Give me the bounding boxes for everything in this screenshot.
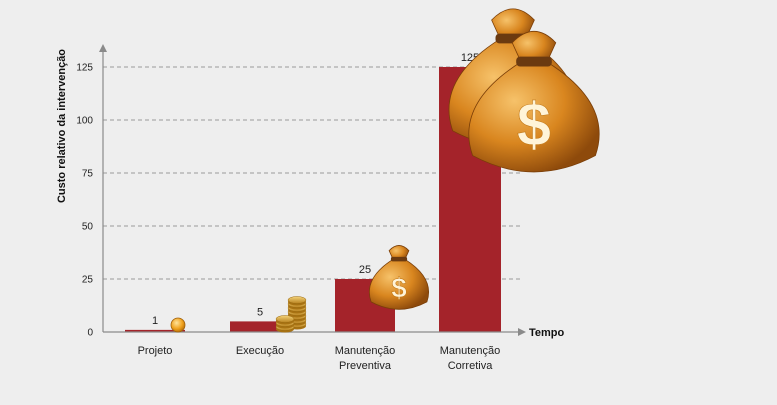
svg-text:$: $ bbox=[391, 272, 407, 303]
category-label: Manutenção bbox=[335, 345, 396, 357]
category-label: Projeto bbox=[138, 345, 173, 357]
money-bag-icon: $ bbox=[369, 245, 429, 310]
axis-layer bbox=[99, 44, 526, 336]
data-label: 5 bbox=[257, 306, 263, 318]
x-axis-arrow bbox=[518, 328, 526, 336]
coin-stack-icon bbox=[275, 296, 307, 333]
category-label: Manutenção bbox=[440, 345, 501, 357]
bar bbox=[230, 321, 290, 332]
money-bags-icon: $$ bbox=[448, 8, 600, 173]
category-label: Corretiva bbox=[448, 360, 494, 372]
y-tick-label: 50 bbox=[82, 222, 94, 233]
x-axis-title: Tempo bbox=[529, 327, 565, 339]
bar-layer bbox=[125, 67, 501, 332]
y-axis-title: Custo relativo da intervenção bbox=[56, 49, 68, 203]
data-label: 1 bbox=[152, 315, 158, 327]
bar bbox=[125, 329, 185, 332]
y-tick-label: 125 bbox=[76, 63, 93, 74]
coin-icon bbox=[170, 317, 186, 333]
category-label: Execução bbox=[236, 345, 284, 357]
y-axis-arrow bbox=[99, 44, 107, 52]
y-tick-label: 0 bbox=[87, 328, 93, 339]
category-label: Preventiva bbox=[339, 360, 392, 372]
y-tick-label: 100 bbox=[76, 116, 93, 127]
y-tick-label: 75 bbox=[82, 169, 94, 180]
data-label: 25 bbox=[359, 264, 371, 276]
y-tick-label: 25 bbox=[82, 275, 94, 286]
svg-text:$: $ bbox=[517, 91, 551, 160]
decoration-layer: $$$ bbox=[170, 8, 600, 333]
